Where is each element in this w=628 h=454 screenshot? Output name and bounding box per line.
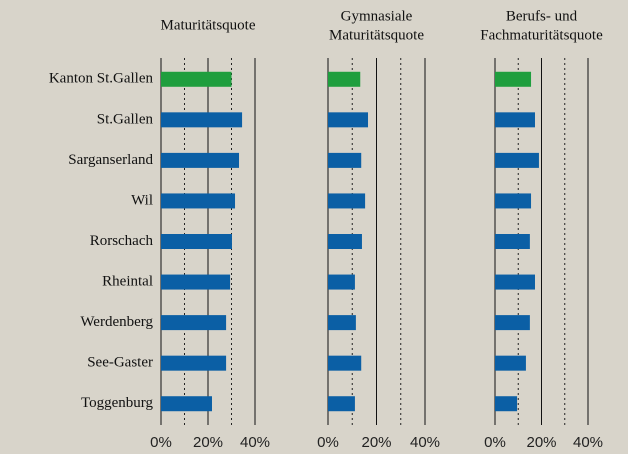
bar [328, 274, 355, 290]
bar [328, 234, 362, 249]
x-tick-label: 40% [410, 434, 440, 451]
bar [161, 355, 227, 371]
panel-title: Gymnasiale [341, 8, 413, 24]
bar [495, 193, 532, 209]
x-tick-label: 40% [573, 434, 603, 451]
bar [161, 112, 243, 128]
category-label: Rorschach [90, 233, 154, 249]
bar [328, 396, 355, 412]
x-tick-label: 0% [150, 434, 172, 451]
category-label: St.Gallen [97, 111, 154, 127]
x-tick-label: 20% [361, 434, 391, 451]
panel-title: Fachmaturitätsquote [480, 27, 603, 43]
category-label: Wil [131, 192, 153, 208]
bar [328, 152, 362, 168]
bar [495, 355, 526, 371]
bar [328, 193, 366, 209]
bar [161, 274, 231, 290]
bar [328, 112, 369, 128]
category-label: See-Gaster [87, 355, 153, 371]
category-label: Werdenberg [80, 314, 153, 330]
x-tick-label: 0% [484, 434, 506, 451]
bar [495, 396, 518, 412]
bar [495, 274, 535, 290]
x-tick-label: 0% [317, 434, 339, 451]
bar [495, 112, 535, 128]
category-label: Toggenburg [81, 395, 153, 411]
bar [328, 315, 356, 331]
bar [161, 396, 212, 412]
bar [161, 234, 232, 249]
panel-title: Maturitätsquote [161, 17, 256, 33]
bar [328, 355, 362, 371]
bar [495, 152, 539, 168]
bar [495, 71, 532, 87]
bar [161, 315, 227, 331]
bar [161, 71, 232, 87]
panel-title: Berufs- und [506, 8, 578, 24]
panel-title: Maturitätsquote [329, 27, 424, 43]
category-label: Sarganserland [68, 152, 153, 168]
x-tick-label: 40% [240, 434, 270, 451]
category-label: Rheintal [102, 273, 153, 289]
category-label: Kanton St.Gallen [49, 71, 154, 87]
bar [495, 234, 530, 249]
bar [328, 71, 361, 87]
bar [161, 193, 236, 209]
bar [495, 315, 530, 331]
bar [161, 152, 240, 168]
x-tick-label: 20% [526, 434, 556, 451]
x-tick-label: 20% [193, 434, 223, 451]
